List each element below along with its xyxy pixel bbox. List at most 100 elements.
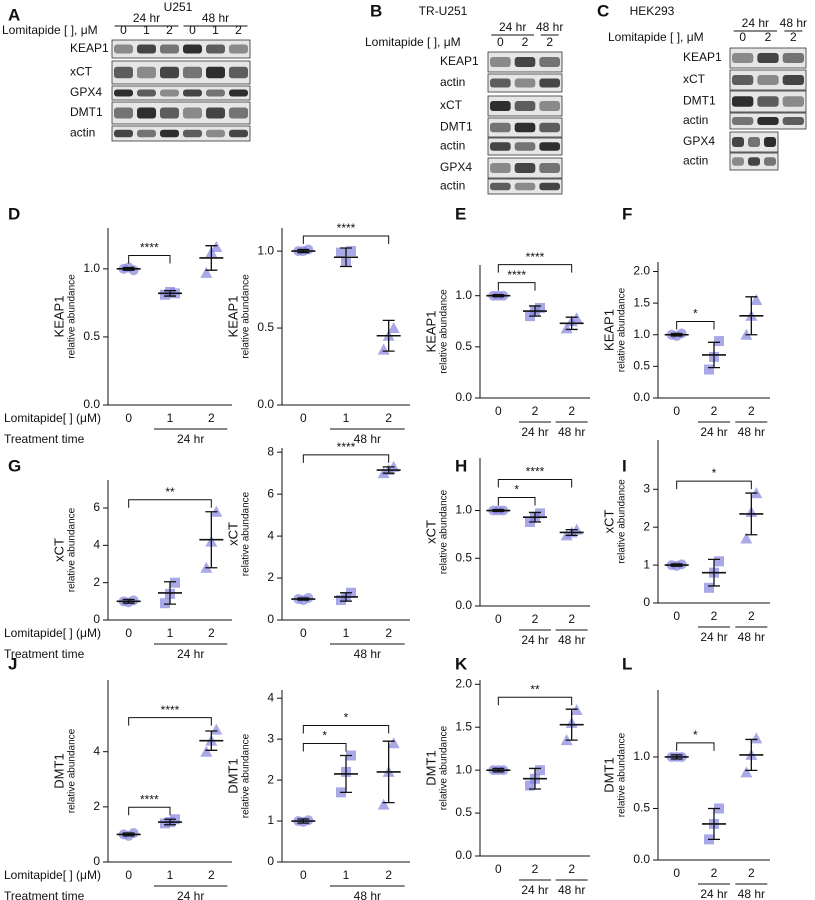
blot-band [229,107,248,119]
y-axis-label: DMT1 [225,758,240,793]
y-tick-label: 0.5 [83,329,100,343]
data-point [750,293,763,305]
blot-band [748,137,760,147]
y-tick-label: 8 [267,444,274,458]
blot-band [206,44,225,54]
error-bar [529,767,541,790]
significance-bracket [497,696,573,706]
y-tick-label: 0.0 [633,852,650,866]
error-bar [297,248,310,254]
x-tick-label: 2 [711,866,718,880]
blot-band [114,44,133,54]
y-axis-sublabel: relative abundance [439,489,450,574]
y-tick-label: 0.5 [455,805,472,819]
blot-band [514,57,536,67]
blot-band [490,163,511,173]
blot-band [160,89,179,97]
blot-band [514,163,536,173]
significance-bracket [497,264,573,273]
data-point [128,595,139,606]
blot-band [764,157,776,166]
blot-band [490,182,511,191]
y-tick-label: 0.0 [455,598,472,612]
y-tick-label: 1.5 [455,719,472,733]
blot-band [183,129,202,138]
x-tick-label: 0 [300,868,307,882]
time-label: 24 hr [700,887,727,900]
blot-band [206,66,225,79]
y-axis-sublabel: relative abundance [439,725,450,810]
error-bar [670,332,683,337]
data-point [210,241,223,253]
y-tick-label: 1.0 [83,261,100,275]
blot-band [732,96,754,107]
panel-letter: C [597,1,609,20]
error-bar [340,247,352,268]
time-label: 48 hr [558,425,585,439]
blot-band [137,66,156,79]
blot-band [114,129,133,138]
blot-band [539,163,560,173]
blot-band [757,117,779,125]
significance-label: **** [526,250,545,264]
blot-band [732,117,754,125]
x-tick-label: 2 [532,404,539,418]
time-label: 24 hr [700,630,727,644]
blot-band [514,101,536,111]
x-tick-label: 0 [300,626,307,640]
protein-label: xCT [70,65,93,79]
y-tick-label: 1 [643,557,650,571]
error-bar [164,581,176,605]
error-bar [745,738,758,772]
significance-bracket [128,499,212,508]
data-point [740,532,753,544]
protein-label: actin [440,75,465,89]
dose: 2 [522,35,529,49]
blot-band [114,66,133,79]
y-tick-label: 4 [267,690,274,704]
y-tick-label: 2.0 [455,676,472,690]
error-bar [565,528,578,536]
x-tick-label: 1 [343,868,350,882]
y-axis-label: KEAP1 [51,296,66,338]
y-tick-label: 1.5 [633,295,650,309]
data-point [704,582,714,593]
data-point [704,364,714,375]
data-point [535,302,545,313]
significance-label: **** [140,241,159,255]
time-label: 24 hr [499,20,526,34]
y-tick-label: 0.5 [455,339,472,353]
x-tick-label: 0 [673,404,680,418]
y-axis-label: xCT [601,510,616,534]
significance-label: * [322,729,327,743]
error-bar [745,492,758,536]
blot-band [229,44,248,54]
time-label: 48 hr [536,20,563,34]
blot-band [732,53,754,63]
significance-label: * [693,728,698,742]
x-tick-label: 2 [748,609,755,623]
x-tick-label: 2 [568,612,575,626]
blot-band [160,66,179,79]
protein-label: xCT [440,98,463,112]
x-tick-label: 2 [208,411,215,425]
error-bar [205,245,218,271]
panel-letter: I [622,456,627,475]
blot-band [732,157,744,166]
significance-label: **** [337,440,356,454]
error-bar [164,818,176,826]
blot-band [229,66,248,79]
y-tick-label: 0 [93,612,100,626]
significance-bracket [302,743,347,752]
blot-band [514,182,536,191]
blot-band [782,117,804,125]
y-tick-label: 6 [93,500,100,514]
time-label: 48 hr [354,647,381,661]
error-bar [708,341,720,369]
blot-band [160,129,179,138]
data-point [210,723,223,735]
panel-letter: F [622,204,632,223]
y-tick-label: 1.0 [455,288,472,302]
panel-letter: G [8,456,21,475]
y-tick-label: 0.5 [633,359,650,373]
